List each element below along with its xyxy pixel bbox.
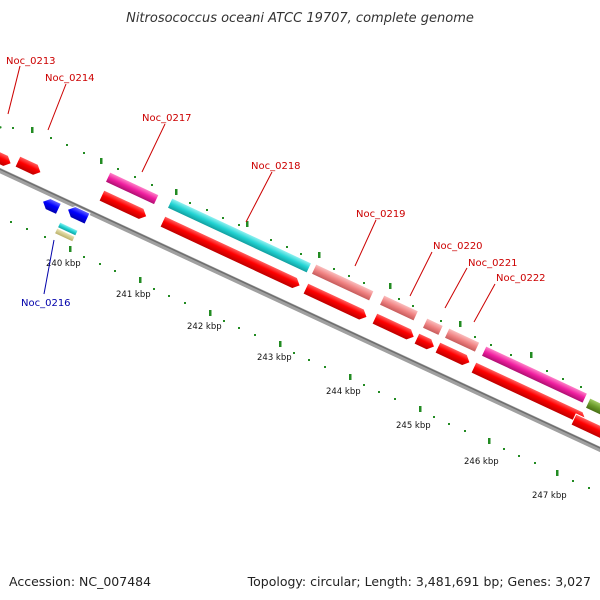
feature-block-khaki-noc0216[interactable] [53, 227, 76, 243]
forward-cds-track [0, 147, 600, 444]
feature-block-salmon-noc0219[interactable] [310, 263, 375, 302]
tick-label: 245 kbp [396, 421, 431, 431]
cds-arrow-noc0218[interactable] [159, 215, 303, 291]
tick-label: 240 kbp [46, 259, 81, 269]
sequence-backbone [0, 167, 600, 453]
feature-track [104, 171, 600, 422]
feature-block-olive[interactable] [584, 397, 600, 422]
scale-labels: 240 kbp 241 kbp 242 kbp 243 kbp 244 kbp … [46, 259, 567, 501]
map-title: Nitrosococcus oceani ATCC 19707, complet… [126, 11, 474, 26]
feature-block-magenta-next[interactable] [480, 345, 589, 404]
feature-block-magenta-noc0217[interactable] [104, 171, 160, 206]
cds-arrow-noc0217[interactable] [98, 189, 149, 222]
feature-block-cyan-noc0216[interactable] [56, 221, 79, 237]
label-leaders [7, 65, 496, 323]
tick-label: 242 kbp [187, 322, 222, 332]
gene-label-noc0217[interactable]: Noc_0217 [142, 113, 192, 124]
gene-label-noc0221[interactable]: Noc_0221 [468, 258, 518, 269]
cds-arrow-noc0214[interactable] [14, 155, 44, 178]
tick-label: 246 kbp [464, 457, 499, 467]
gene-label-noc0222[interactable]: Noc_0222 [496, 273, 546, 284]
cds-arrow-noc0221[interactable] [413, 332, 437, 352]
gene-label-noc0214[interactable]: Noc_0214 [45, 73, 95, 84]
cds-arrow-noc0222[interactable] [434, 341, 473, 368]
gene-label-noc0219[interactable]: Noc_0219 [356, 209, 406, 220]
cds-arrow-noc0213[interactable] [0, 147, 14, 169]
feature-block-salmon-noc0220[interactable] [378, 294, 420, 322]
feature-block-cyan-noc0218[interactable] [166, 197, 313, 274]
accession-text: Accession: NC_007484 [9, 574, 151, 589]
cds-arrow-edge[interactable] [570, 413, 600, 444]
genome-summary-text: Topology: circular; Length: 3,481,691 bp… [247, 574, 591, 589]
cds-arrow-noc0216[interactable] [65, 204, 91, 225]
inner-tick-row [10, 221, 590, 489]
cds-arrow-reverse-1[interactable] [40, 196, 62, 216]
cds-arrow-noc0219[interactable] [302, 282, 370, 323]
tick-label: 241 kbp [116, 290, 151, 300]
tick-label: 247 kbp [532, 491, 567, 501]
feature-block-salmon-noc0221[interactable] [421, 317, 444, 337]
outer-tick-row [0, 126, 582, 388]
tick-label: 244 kbp [326, 387, 361, 397]
gene-label-noc0220[interactable]: Noc_0220 [433, 241, 483, 252]
gene-labels: Noc_0213 Noc_0214 Noc_0217 Noc_0218 Noc_… [6, 56, 546, 309]
gene-label-noc0216[interactable]: Noc_0216 [21, 298, 71, 309]
gene-label-noc0213[interactable]: Noc_0213 [6, 56, 56, 67]
reverse-cds-track [40, 196, 91, 243]
cds-arrow-noc0220[interactable] [371, 312, 417, 342]
gene-label-noc0218[interactable]: Noc_0218 [251, 161, 301, 172]
feature-block-salmon-noc0222[interactable] [443, 327, 481, 354]
tick-label: 243 kbp [257, 353, 292, 363]
